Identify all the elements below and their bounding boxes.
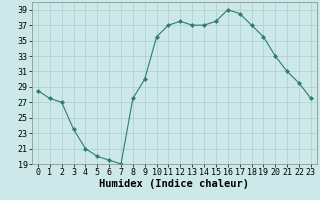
X-axis label: Humidex (Indice chaleur): Humidex (Indice chaleur)	[100, 179, 249, 189]
